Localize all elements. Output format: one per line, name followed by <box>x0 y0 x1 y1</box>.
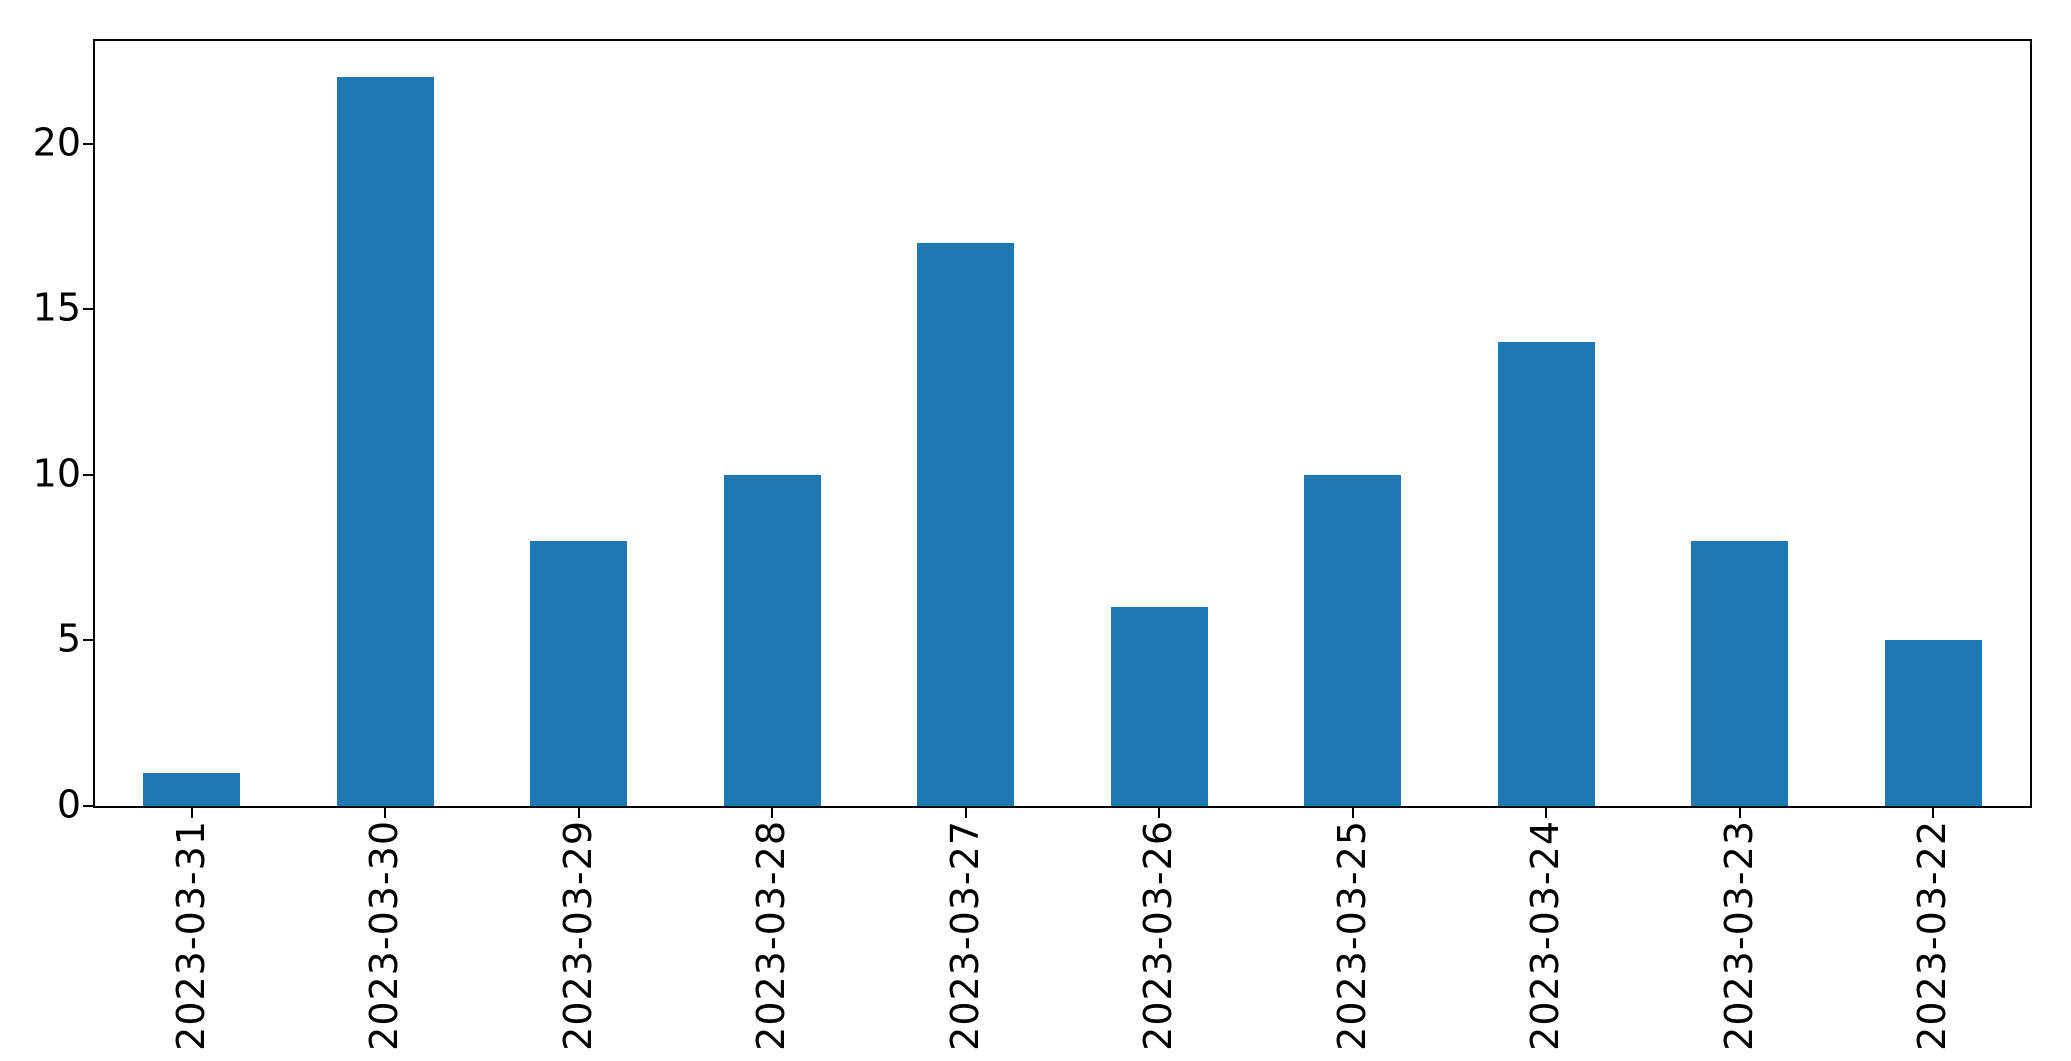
y-tick-label: 10 <box>32 451 81 496</box>
x-tick-label: 2023-03-23 <box>1716 820 1761 1051</box>
x-tick-mark <box>1932 808 1935 818</box>
x-tick-label: 2023-03-24 <box>1523 820 1568 1051</box>
bar-2023-03-24 <box>1497 342 1595 806</box>
y-tick-mark <box>83 142 93 145</box>
x-tick-label: 2023-03-26 <box>1136 820 1181 1051</box>
x-tick-mark <box>1158 808 1161 818</box>
x-tick-label: 2023-03-27 <box>942 820 987 1051</box>
x-tick-mark <box>1351 808 1354 818</box>
x-tick-label: 2023-03-31 <box>168 820 213 1051</box>
bar-2023-03-22 <box>1884 640 1982 806</box>
x-tick-label: 2023-03-30 <box>362 820 407 1051</box>
y-tick-mark <box>83 473 93 476</box>
bar-2023-03-28 <box>723 474 821 806</box>
bar-2023-03-29 <box>530 541 628 806</box>
bar-2023-03-27 <box>917 243 1015 806</box>
x-tick-label: 2023-03-28 <box>749 820 794 1051</box>
bar-2023-03-30 <box>336 77 434 806</box>
x-tick-mark <box>1738 808 1741 818</box>
x-tick-label: 2023-03-25 <box>1329 820 1374 1051</box>
y-tick-mark <box>83 805 93 807</box>
bar-2023-03-23 <box>1691 541 1789 806</box>
y-tick-label: 20 <box>32 120 81 165</box>
bar-2023-03-31 <box>143 772 241 806</box>
y-tick-mark <box>83 639 93 642</box>
bar-2023-03-26 <box>1110 607 1208 806</box>
x-tick-mark <box>964 808 967 818</box>
y-tick-label: 5 <box>56 616 81 661</box>
x-tick-mark <box>577 808 580 818</box>
y-tick-label: 0 <box>56 782 81 827</box>
x-tick-label: 2023-03-22 <box>1910 820 1955 1051</box>
y-tick-mark <box>83 308 93 311</box>
x-tick-mark <box>771 808 774 818</box>
x-tick-mark <box>190 808 193 818</box>
y-tick-label: 15 <box>32 285 81 330</box>
x-tick-mark <box>1545 808 1548 818</box>
x-tick-label: 2023-03-29 <box>555 820 600 1051</box>
bar-2023-03-25 <box>1304 474 1402 806</box>
plot-area: 2023-03-31 2023-03-30 2023-03-29 2023-03-28… <box>33 39 2032 1051</box>
x-tick-mark <box>384 808 387 818</box>
